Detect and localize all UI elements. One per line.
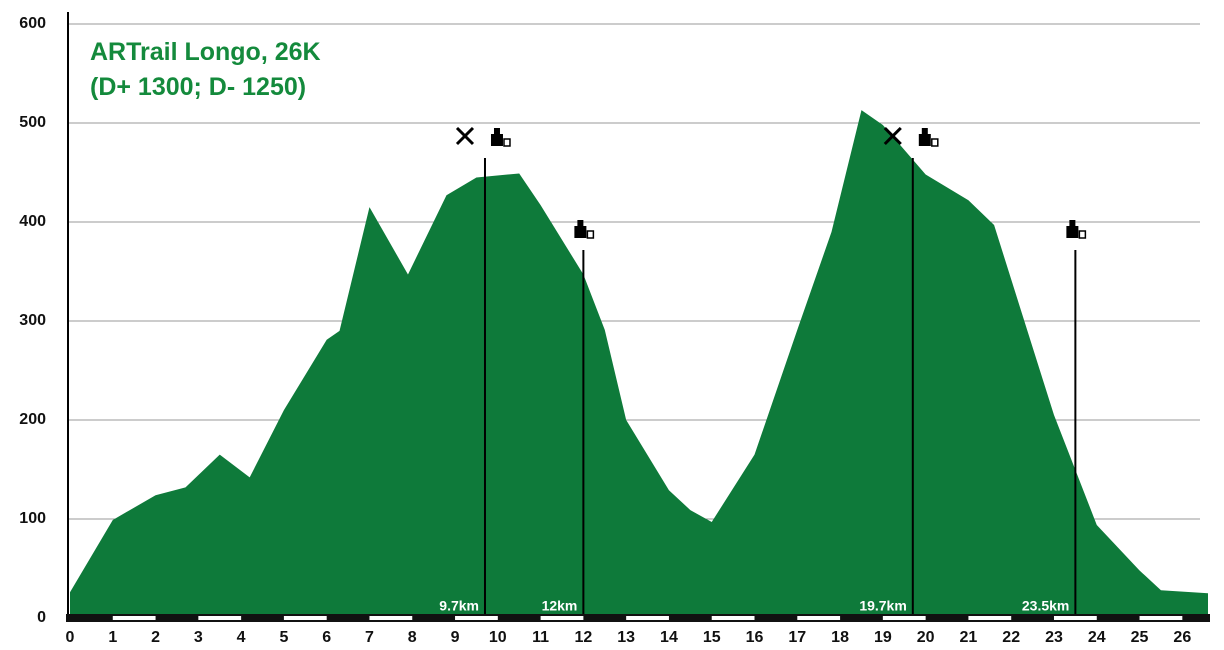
drink-cup — [1078, 230, 1087, 239]
x-tick-label: 14 — [660, 629, 678, 646]
x-tick-label: 21 — [960, 629, 978, 646]
x-axis-stripe — [797, 616, 841, 620]
x-tick-label: 8 — [408, 629, 417, 646]
x-axis-stripe — [283, 616, 327, 620]
aid-station-label: 19.7km — [859, 598, 906, 614]
x-axis-stripe — [711, 616, 755, 620]
knife — [883, 126, 902, 146]
x-tick-label: 9 — [451, 629, 460, 646]
drink-cup — [931, 138, 939, 147]
y-tick-label: 500 — [19, 114, 46, 131]
drink-cup — [503, 138, 511, 147]
chart-subtitle: (D+ 1300; D- 1250) — [90, 73, 306, 101]
x-tick-label: 4 — [237, 629, 246, 646]
x-tick-label: 17 — [788, 629, 806, 646]
aid-station-label: 9.7km — [439, 598, 479, 614]
drink-body — [490, 134, 503, 146]
x-axis-stripe — [882, 616, 926, 620]
x-axis-stripe — [1139, 616, 1183, 620]
x-axis-stripe — [198, 616, 242, 620]
x-tick-label: 6 — [322, 629, 331, 646]
aid-station-icon — [455, 126, 511, 147]
x-tick-label: 13 — [617, 629, 635, 646]
y-tick-label: 600 — [19, 15, 46, 32]
aid-station-icon — [1066, 220, 1087, 239]
y-tick-label: 400 — [19, 213, 46, 230]
aid-station-icon — [883, 126, 939, 147]
x-tick-label: 5 — [279, 629, 288, 646]
x-tick-label: 16 — [746, 629, 764, 646]
x-tick-label: 24 — [1088, 629, 1106, 646]
x-tick-label: 22 — [1002, 629, 1020, 646]
drink-body — [1066, 226, 1079, 238]
x-axis-stripe — [626, 616, 669, 620]
x-tick-label: 20 — [917, 629, 935, 646]
y-tick-label: 100 — [19, 510, 46, 527]
x-tick-label: 2 — [151, 629, 160, 646]
chart-title: ARTrail Longo, 26K — [90, 38, 321, 66]
x-tick-label: 25 — [1131, 629, 1149, 646]
y-tick-label: 0 — [37, 609, 46, 626]
aid-station-label: 23.5km — [1022, 598, 1069, 614]
x-tick-label: 12 — [574, 629, 592, 646]
x-axis-stripe — [540, 616, 584, 620]
x-tick-label: 1 — [108, 629, 117, 646]
elevation-area — [70, 110, 1208, 618]
x-tick-label: 23 — [1045, 629, 1063, 646]
x-axis-stripe — [968, 616, 1012, 620]
drink-body — [574, 226, 587, 238]
x-tick-label: 26 — [1173, 629, 1191, 646]
drink-body — [918, 134, 931, 146]
drink-cap — [1069, 220, 1076, 226]
drink-cap — [577, 220, 584, 226]
drink-cap — [493, 128, 500, 134]
x-tick-label: 0 — [66, 629, 75, 646]
x-axis-stripe — [1053, 616, 1097, 620]
x-tick-label: 3 — [194, 629, 203, 646]
knife — [455, 126, 475, 146]
x-tick-label: 10 — [489, 629, 507, 646]
y-tick-label: 200 — [19, 411, 46, 428]
x-tick-label: 15 — [703, 629, 721, 646]
aid-station-label: 12km — [542, 598, 578, 614]
x-tick-label: 18 — [831, 629, 849, 646]
x-tick-label: 11 — [532, 629, 549, 646]
drink-cap — [921, 128, 928, 134]
aid-station-icon — [574, 220, 595, 239]
x-tick-label: 7 — [365, 629, 374, 646]
x-axis-stripe — [369, 616, 413, 620]
y-tick-label: 300 — [19, 312, 46, 329]
x-axis-stripe — [112, 616, 156, 620]
x-axis-stripe — [455, 616, 498, 620]
x-tick-label: 19 — [874, 629, 892, 646]
drink-cup — [586, 230, 595, 239]
